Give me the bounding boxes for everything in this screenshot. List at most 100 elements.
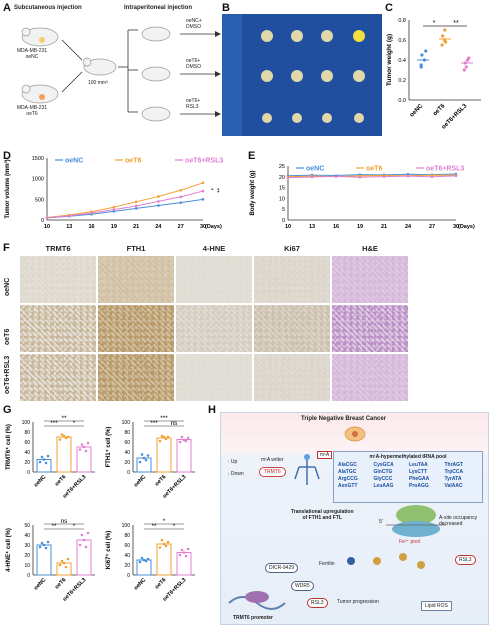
subcutaneous-label: Subcutaneous injection xyxy=(14,5,82,11)
ytick: 5 xyxy=(282,207,285,213)
ylabel: Body weight (g) xyxy=(250,171,256,216)
series-point xyxy=(46,216,49,219)
g-ytick: 40 xyxy=(24,533,30,539)
series-point xyxy=(407,175,410,178)
g-point xyxy=(139,461,142,464)
panel-label-h: H xyxy=(208,404,216,416)
g-ytick: 100 xyxy=(122,523,131,529)
five-prime-label: 5' xyxy=(379,519,383,525)
c-xtick: oeNC xyxy=(409,103,425,119)
legend-down: ↓ Down xyxy=(227,471,244,477)
ferritin-label: Ferritin xyxy=(319,561,335,567)
g-ytick: 100 xyxy=(122,420,131,426)
g-ytick: 10 xyxy=(24,563,30,569)
ihc-tile xyxy=(20,305,96,352)
xtick: 24 xyxy=(155,224,162,230)
g-ytick: 60 xyxy=(124,543,130,549)
series-point xyxy=(68,215,71,218)
g-ytick: 80 xyxy=(124,533,130,539)
ihc-tile xyxy=(98,305,174,352)
g-xtick: oeNC xyxy=(33,577,47,591)
series-point xyxy=(179,201,182,204)
ihc-tile xyxy=(254,354,330,401)
trna-item: TyrATA xyxy=(445,476,479,482)
g-xtick: oeNC xyxy=(33,474,47,488)
g-sig: *** xyxy=(50,420,58,427)
writer-label: m¹A writer xyxy=(261,457,284,463)
ytick: 20 xyxy=(279,175,285,181)
g-point xyxy=(39,461,42,464)
ihc-tile xyxy=(332,256,408,303)
ihc-column-label: TRMT6 xyxy=(20,244,96,253)
fth1-text: of FTH1 and FTL xyxy=(303,515,342,521)
xtick: 16 xyxy=(89,224,95,230)
series-point xyxy=(335,175,338,178)
decreased-text: decreased xyxy=(439,521,462,527)
ytick: 15 xyxy=(279,186,285,192)
series-point xyxy=(113,206,116,209)
xtick: 10 xyxy=(44,224,50,230)
m1a-label: m¹A xyxy=(317,451,332,459)
fth1-positive-chart: 020406080100FTH1⁺ cell (%)oeNC oeT6oeT6+R… xyxy=(103,412,203,512)
series-point xyxy=(135,205,138,208)
ihc-column-label: H&E xyxy=(332,244,408,253)
ihc-tile xyxy=(254,256,330,303)
g-point xyxy=(161,539,164,542)
g-point xyxy=(165,438,168,441)
trna-item: ProAGG xyxy=(409,483,443,489)
g-xtick: oeNC xyxy=(133,577,147,591)
g-ytick: 0 xyxy=(127,573,130,579)
ihc-tile xyxy=(98,256,174,303)
g-ytick: 80 xyxy=(24,430,30,436)
g-point xyxy=(87,442,90,445)
wdr5-badge: WDR5 xyxy=(291,581,314,591)
dicr-badge: DICR-9429 xyxy=(265,563,298,573)
tumor-photo-graphic xyxy=(222,14,382,136)
ihc-tile xyxy=(176,256,252,303)
c-xtick: oeT6 xyxy=(432,103,447,118)
ihc-row-label: oeT6+RSL3 xyxy=(4,355,11,393)
xtick: 27 xyxy=(429,224,435,230)
xtick: 13 xyxy=(66,224,72,230)
g-point xyxy=(141,557,144,560)
g-point xyxy=(43,544,46,547)
xtick: 16 xyxy=(333,224,339,230)
g-point xyxy=(81,443,84,446)
g-bar xyxy=(37,545,51,575)
ytick: 1500 xyxy=(32,156,44,162)
g-point xyxy=(47,541,50,544)
g-point xyxy=(183,551,186,554)
g-point xyxy=(43,458,46,461)
ihc-column-label: FTH1 xyxy=(98,244,174,253)
g-ytick: 50 xyxy=(24,523,30,529)
c-ytick: 0.8 xyxy=(398,18,406,24)
g-point xyxy=(143,457,146,460)
c-point xyxy=(464,61,467,64)
g-point xyxy=(167,541,170,544)
c-ytick: 0.0 xyxy=(398,98,406,104)
ihc-row-label: oeNC xyxy=(4,277,11,295)
series-point xyxy=(359,176,362,179)
trna-item: ArgCCG xyxy=(338,476,372,482)
g-point xyxy=(147,454,150,457)
trna-item: ThrAGT xyxy=(445,462,479,468)
legend-label: oeT6+RSL3 xyxy=(426,166,464,173)
g-point xyxy=(179,441,182,444)
ribosome-icon xyxy=(386,501,446,539)
g-ytick: 40 xyxy=(124,553,130,559)
hne-positive-chart: 010203040504-HNE⁺ cell (%)oeNC oeT6oeT6+R… xyxy=(3,515,103,625)
g-ytick: 0 xyxy=(27,470,30,476)
g-xtick: oeNC xyxy=(133,474,147,488)
legend-up-text: Up xyxy=(231,459,237,465)
g-point xyxy=(85,450,88,453)
g-ytick: 60 xyxy=(24,440,30,446)
trna-item: ValAAC xyxy=(445,483,479,489)
series-point xyxy=(455,175,458,178)
c-point xyxy=(441,34,444,37)
g-point xyxy=(79,544,82,547)
sig-label: * xyxy=(207,188,213,191)
g-ytick: 20 xyxy=(124,460,130,466)
series-point xyxy=(179,189,182,192)
ytick: 25 xyxy=(279,164,285,170)
g-point xyxy=(59,564,62,567)
